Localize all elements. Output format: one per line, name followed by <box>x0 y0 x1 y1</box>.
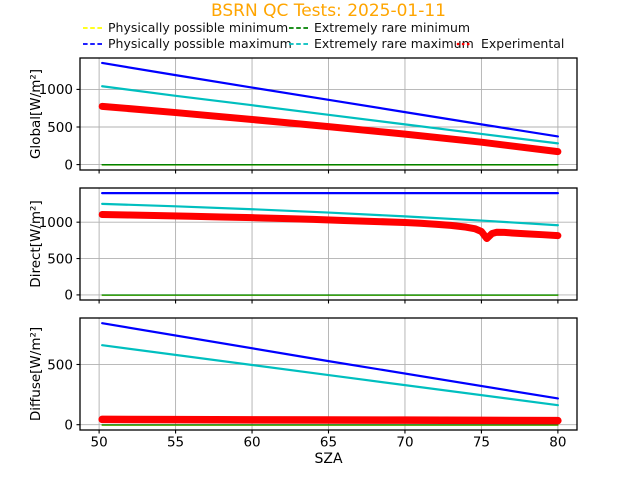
y-tick-label: 1000 <box>39 215 73 231</box>
legend-item-physically-possible-minimum: Physically possible minimum <box>82 20 288 35</box>
y-tick-label: 0 <box>64 418 73 434</box>
x-tick-label: 70 <box>396 435 413 451</box>
x-tick-label: 50 <box>91 435 108 451</box>
legend-label: Experimental <box>481 36 565 51</box>
series-group <box>98 191 562 296</box>
legend-item-extremely-rare-minimum: Extremely rare minimum <box>288 20 470 35</box>
legend-line-sample-icon <box>83 26 102 29</box>
y-tick-label: 1000 <box>39 82 73 98</box>
legend-item-experimental: Experimental <box>455 36 564 51</box>
legend-line-sample-icon <box>289 26 308 29</box>
series-line-physically-possible-maximum <box>101 322 559 400</box>
legend-line-sample-icon <box>83 42 102 45</box>
series-line-extremely-rare-maximum <box>101 85 559 145</box>
series-line-extremely-rare-maximum <box>101 344 559 407</box>
series-line-experimental <box>98 211 562 243</box>
x-axis-label: SZA <box>314 451 342 467</box>
legend-label: Extremely rare minimum <box>314 20 471 35</box>
chart-title: BSRN QC Tests: 2025-01-11 <box>210 1 446 21</box>
series-group <box>98 61 562 166</box>
legend-label: Physically possible minimum <box>108 20 289 35</box>
series-group <box>98 322 562 426</box>
y-tick-label: 0 <box>64 288 73 304</box>
y-tick-label: 500 <box>47 357 73 373</box>
legend-item-physically-possible-maximum: Physically possible maximum <box>82 36 292 51</box>
y-tick-label: 0 <box>64 157 73 173</box>
legend-label: Physically possible maximum <box>108 36 292 51</box>
series-line-physically-possible-maximum <box>101 61 559 138</box>
y-tick-label: 500 <box>47 120 73 136</box>
x-tick-label: 80 <box>549 435 566 451</box>
legend-line-sample-icon <box>456 42 472 45</box>
legend-item-extremely-rare-maximum: Extremely rare maximum <box>288 36 474 51</box>
series-line-experimental <box>98 102 562 156</box>
x-tick-label: 60 <box>243 435 260 451</box>
y-axis-label: Diffuse[W/m²] <box>28 327 44 421</box>
y-axis-label: Direct[W/m²] <box>28 200 44 287</box>
series-line-experimental <box>98 415 562 425</box>
x-tick-label: 75 <box>473 435 490 451</box>
y-tick-label: 500 <box>47 251 73 267</box>
legend-label: Extremely rare maximum <box>314 36 474 51</box>
legend-line-sample-icon <box>289 42 308 45</box>
series-line-extremely-rare-maximum <box>101 202 559 227</box>
x-tick-label: 65 <box>320 435 337 451</box>
y-axis-label: Global[W/m²] <box>28 69 44 159</box>
x-tick-label: 55 <box>167 435 184 451</box>
